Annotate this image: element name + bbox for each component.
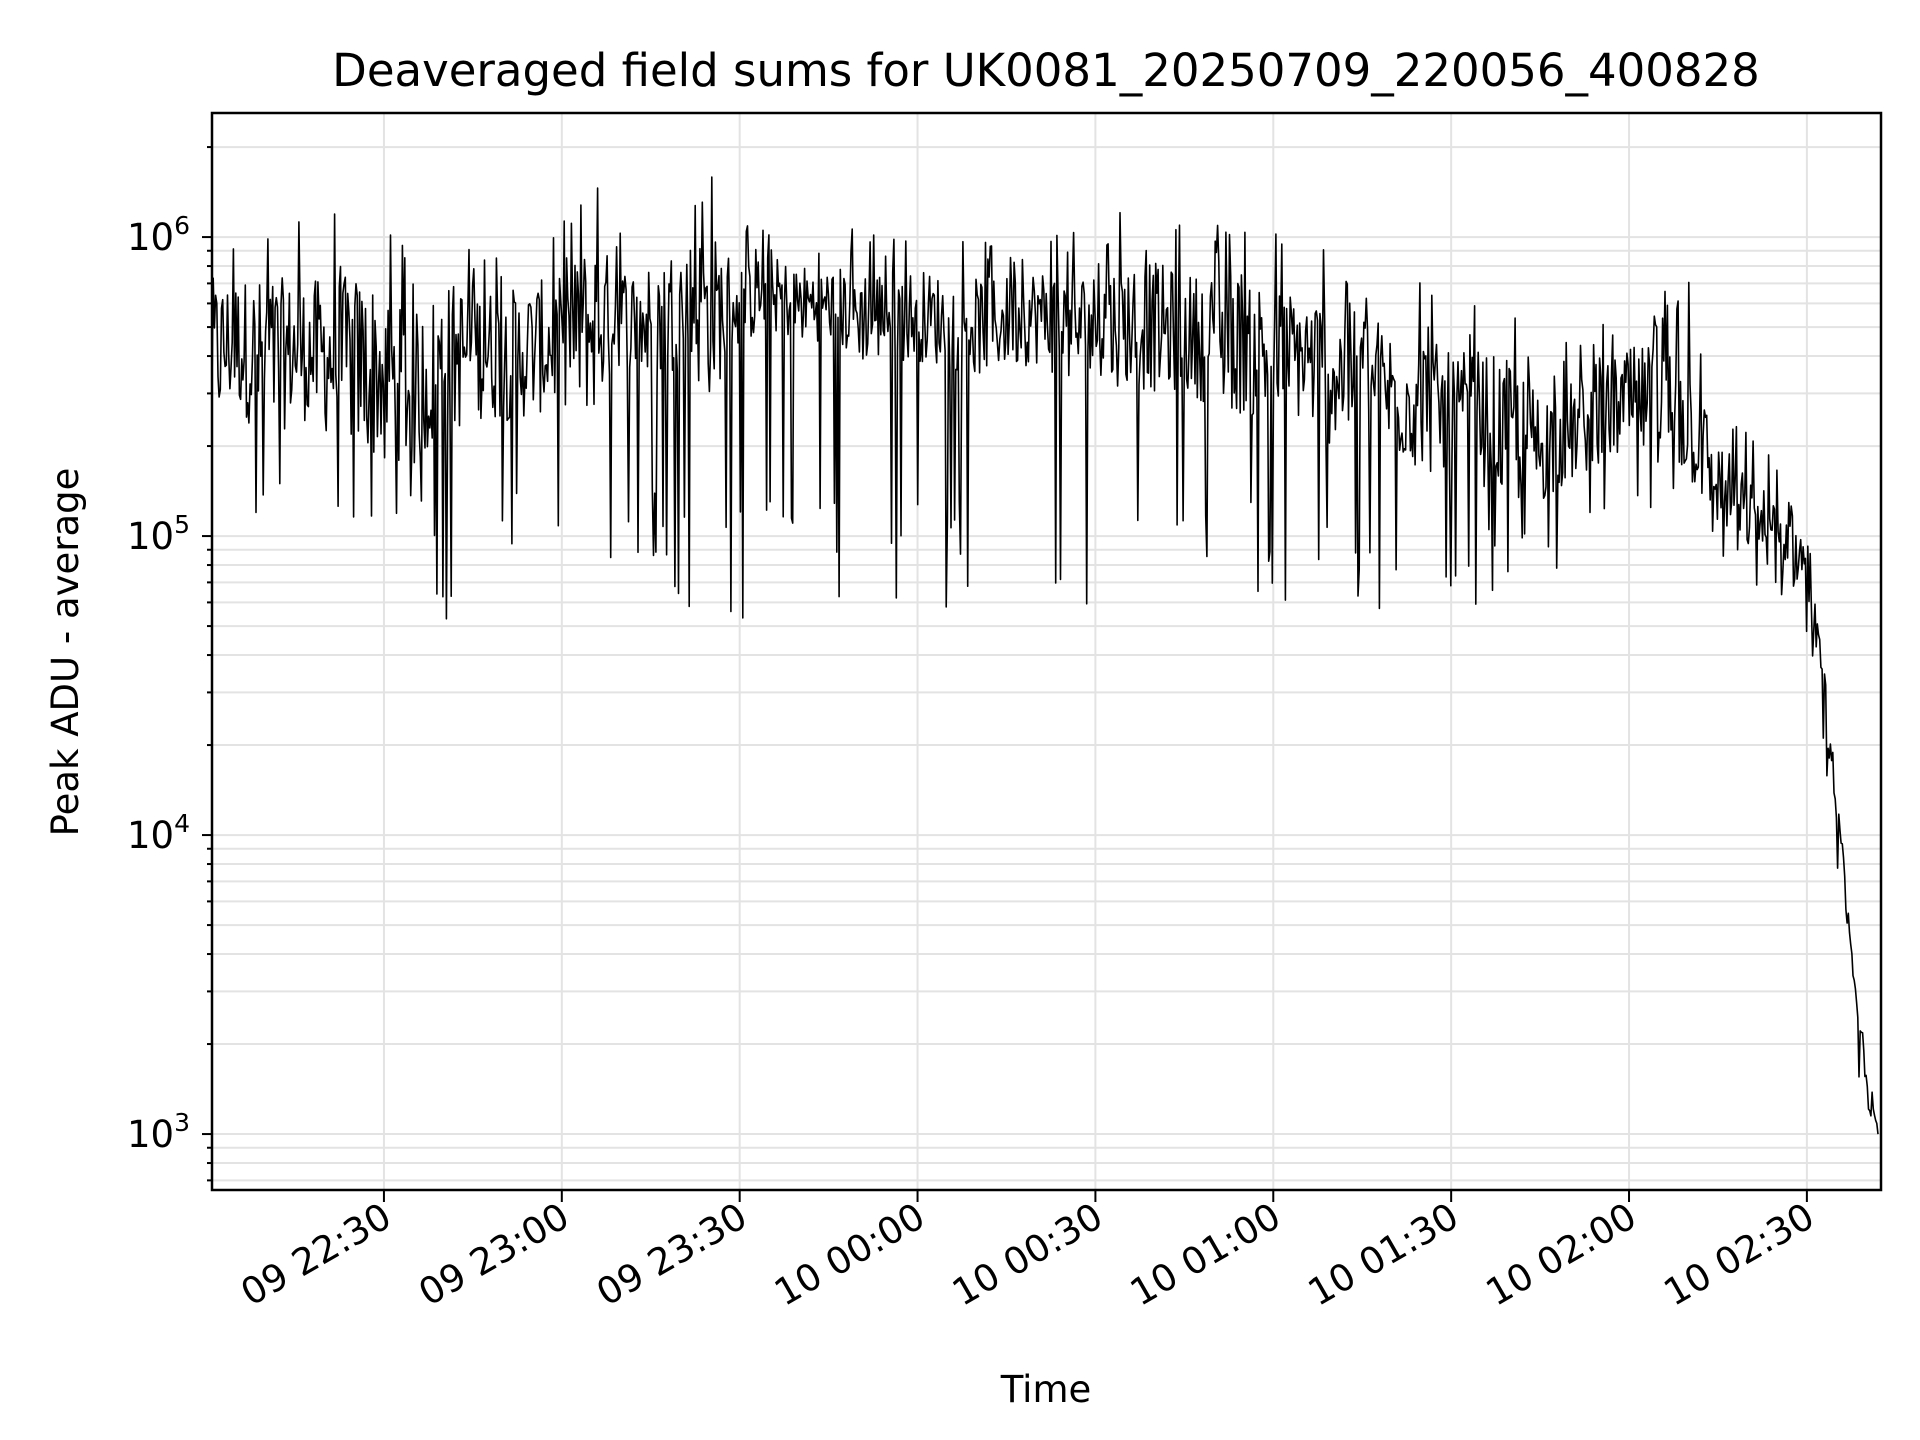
x-tick-label: 09 23:00 [411,1195,576,1315]
x-tick-label: 09 22:30 [234,1195,399,1315]
x-tick-label: 10 01:30 [1301,1195,1466,1315]
x-tick-label: 10 02:30 [1657,1195,1822,1315]
y-tick-label: 103 [127,1108,190,1156]
plot-frame [210,111,1883,1192]
x-tick-label: 10 00:00 [767,1195,932,1315]
x-tick-label: 10 01:00 [1123,1195,1288,1315]
grid-lines [212,113,1881,1190]
series-line [211,176,1879,1135]
x-tick-label: 10 02:00 [1479,1195,1644,1315]
x-tick-label: 09 23:30 [589,1195,754,1315]
x-tick-label: 10 00:30 [945,1195,1110,1315]
y-tick-label: 104 [127,809,190,857]
y-tick-label: 105 [127,510,190,558]
chart-title: Deaveraged field sums for UK0081_2025070… [332,44,1760,97]
x-axis-label: Time [1000,1368,1092,1411]
y-axis-label: Peak ADU - average [44,468,87,837]
y-tick-label: 106 [127,211,190,259]
